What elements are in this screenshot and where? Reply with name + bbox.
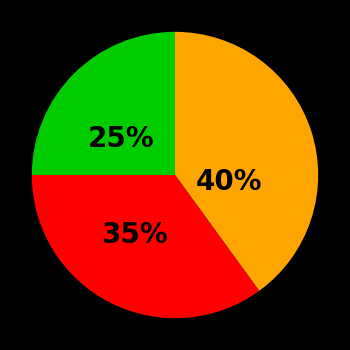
Text: 35%: 35% [102,221,168,249]
Wedge shape [32,32,175,175]
Text: 40%: 40% [196,168,262,196]
Text: 25%: 25% [87,125,154,153]
Wedge shape [32,175,259,318]
Wedge shape [175,32,318,291]
